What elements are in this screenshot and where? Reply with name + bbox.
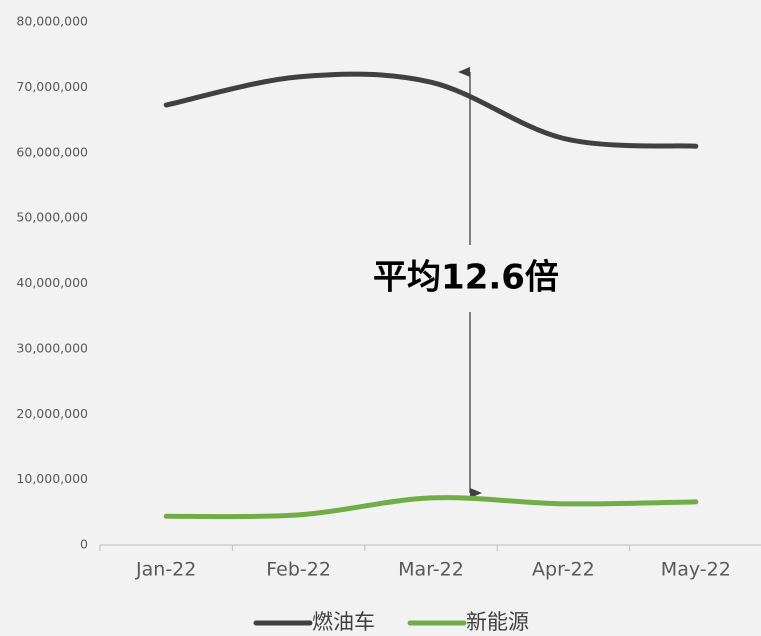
- x-tick-label: May-22: [661, 559, 731, 581]
- y-tick-label: 0: [80, 537, 88, 552]
- x-tick-label: Feb-22: [266, 559, 331, 581]
- line-series: [163, 495, 699, 520]
- y-tick-label: 50,000,000: [16, 210, 88, 225]
- x-tick-label: Jan-22: [135, 559, 196, 581]
- x-tick-label: Apr-22: [532, 559, 595, 581]
- y-tick-label: 10,000,000: [16, 471, 88, 486]
- annotation: 平均12.6倍: [373, 258, 559, 298]
- y-tick-label: 60,000,000: [16, 144, 88, 159]
- legend-label: 新能源: [466, 610, 529, 634]
- y-tick-label: 20,000,000: [16, 406, 88, 421]
- x-tick-label: Mar-22: [398, 559, 464, 581]
- legend-label: 燃油车: [312, 610, 375, 634]
- y-tick-label: 30,000,000: [16, 340, 88, 355]
- y-tick-label: 40,000,000: [16, 275, 88, 290]
- y-tick-label: 80,000,000: [16, 14, 88, 29]
- y-tick-label: 70,000,000: [16, 79, 88, 94]
- line-series: [163, 71, 699, 149]
